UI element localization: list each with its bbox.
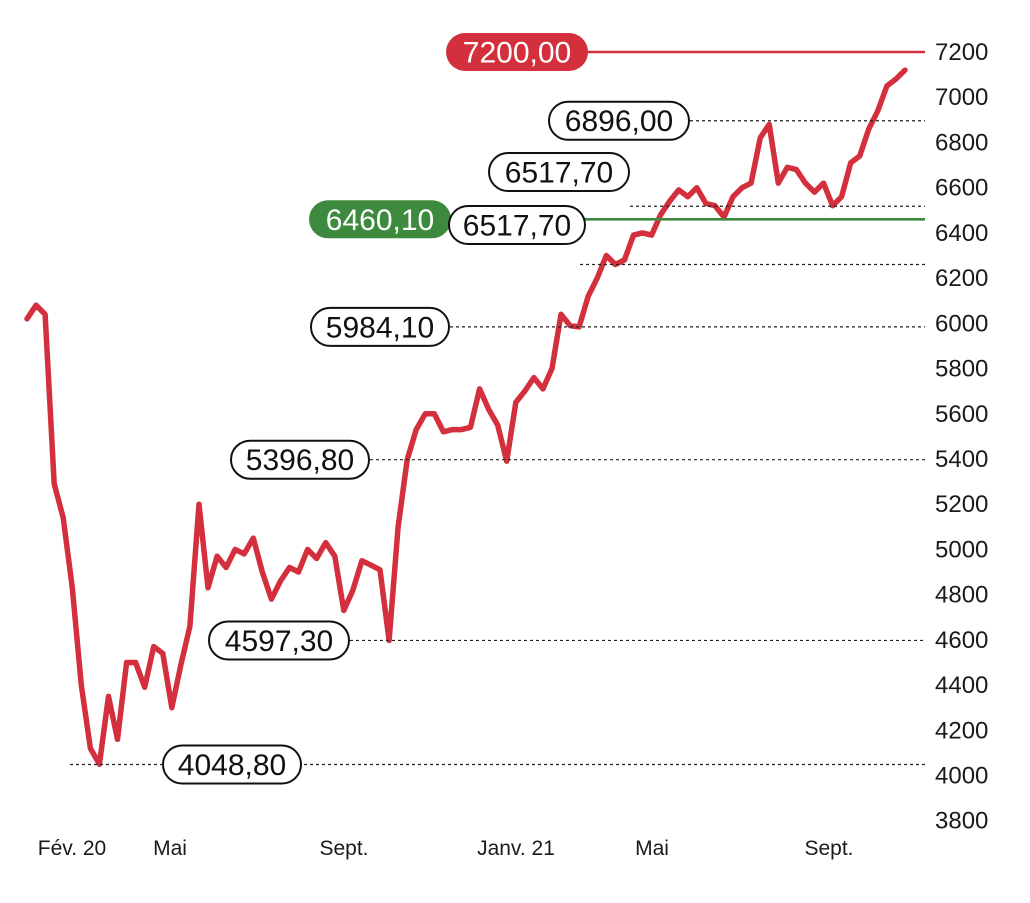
value-label-level-5396: 5396,80 xyxy=(246,444,354,477)
reference-lines: 7200,00 6896,00 6517,70 6460,10 6517,70 5984,… xyxy=(70,33,925,785)
value-label-level-5984: 5984,10 xyxy=(326,311,434,344)
y-axis-ticks: 3800 4000 4200 4400 4600 4800 5000 5200 5400 5600… xyxy=(935,39,988,835)
y-tick-label: 4200 xyxy=(935,717,988,744)
value-badge-target xyxy=(446,33,588,71)
y-tick-label: 6000 xyxy=(935,310,988,337)
y-tick-label: 5200 xyxy=(935,491,988,518)
y-tick-label: 5800 xyxy=(935,356,988,383)
x-tick-label: Janv. 21 xyxy=(477,837,555,860)
value-badge-mid xyxy=(448,205,586,245)
value-label-mid-high: 6517,70 xyxy=(505,157,613,190)
y-tick-label: 7200 xyxy=(935,39,988,66)
x-tick-label: Mai xyxy=(635,837,669,860)
y-tick-label: 6800 xyxy=(935,129,988,156)
value-label-level-4597: 4597,30 xyxy=(225,625,333,658)
value-label-target: 7200,00 xyxy=(463,37,571,70)
y-tick-label: 4400 xyxy=(935,672,988,699)
y-tick-label: 6400 xyxy=(935,220,988,247)
y-tick-label: 5600 xyxy=(935,401,988,428)
value-badge-mid-high xyxy=(488,152,630,192)
y-tick-label: 4800 xyxy=(935,582,988,609)
x-tick-label: Sept. xyxy=(319,837,368,860)
value-badge-high xyxy=(548,100,690,141)
y-tick-label: 4000 xyxy=(935,763,988,790)
x-axis-ticks: Fév. 20 Mai Sept. Janv. 21 Mai Sept. xyxy=(38,837,854,860)
value-badge-level-4597 xyxy=(208,620,350,661)
y-tick-label: 4600 xyxy=(935,627,988,654)
value-badge-level-4048 xyxy=(162,744,302,785)
y-tick-label: 6600 xyxy=(935,175,988,202)
x-tick-label: Mai xyxy=(153,837,187,860)
value-label-mid: 6517,70 xyxy=(463,210,571,243)
y-tick-label: 6200 xyxy=(935,265,988,292)
value-label-high: 6896,00 xyxy=(565,105,673,138)
value-label-support: 6460,10 xyxy=(326,204,434,237)
y-tick-label: 5400 xyxy=(935,446,988,473)
value-badge-level-5396 xyxy=(230,439,370,480)
y-tick-label: 5000 xyxy=(935,536,988,563)
value-label-level-4048: 4048,80 xyxy=(178,749,286,782)
y-tick-label: 3800 xyxy=(935,808,988,835)
series-line-0 xyxy=(24,67,908,767)
value-badge-level-5984 xyxy=(310,306,450,347)
y-tick-label: 7000 xyxy=(935,84,988,111)
value-badge-support xyxy=(309,200,451,239)
x-tick-label: Sept. xyxy=(804,837,853,860)
x-tick-label: Fév. 20 xyxy=(38,837,106,860)
